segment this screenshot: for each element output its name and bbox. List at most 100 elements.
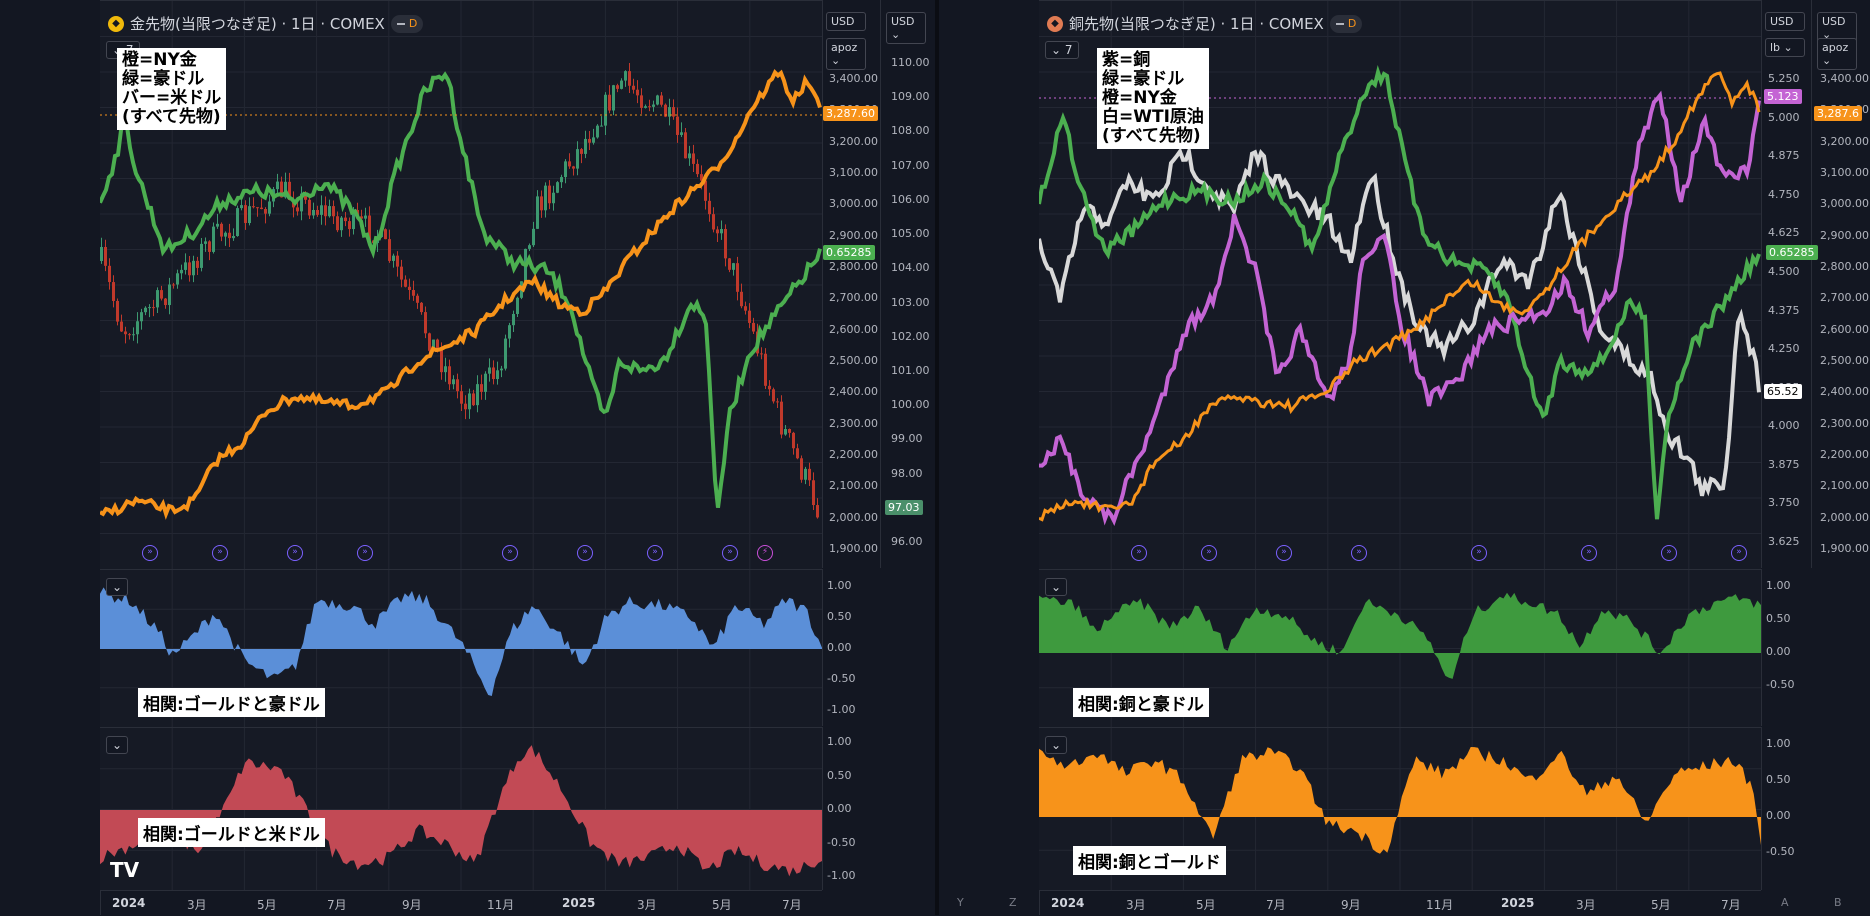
dxy-candle <box>176 273 179 285</box>
event-marker-icon[interactable]: » <box>212 545 228 561</box>
gold-chart-panel[interactable]: ◆ 金先物(当限つなぎ足) · 1日 · COMEX D ⌄ 7 橙=NY金 緑… <box>0 0 935 915</box>
dxy-candle <box>432 339 435 351</box>
gold-price-scale[interactable]: USD apoz ⌄ 3,400.003,300.003,200.003,100… <box>822 0 881 568</box>
dxy-price-scale[interactable]: USD ⌄ 110.00 109.00 108.00 107.00 106.00 105.… <box>880 0 936 568</box>
dxy-candle <box>540 196 543 211</box>
copper-time-axis[interactable]: 2024 3月 5月 7月 9月 11月 2025 3月 5月 7月 <box>1039 890 1761 916</box>
dxy-candle <box>240 205 243 209</box>
copper-price-tick-4: 4.625 <box>1768 226 1800 240</box>
dxy-candle <box>716 229 719 234</box>
corner-label-z[interactable]: Z <box>1009 896 1017 909</box>
dxy-candle <box>636 89 639 96</box>
dxy-candle <box>764 353 767 386</box>
dxy-candle <box>420 302 423 313</box>
gold-last-tag-copper: 3,287.6 <box>1814 106 1862 121</box>
corr2-tick-3: -0.50 <box>827 835 856 849</box>
copper-unit-select[interactable]: lb ⌄ <box>1765 38 1805 57</box>
gold-scale-mode-2[interactable]: apoz ⌄ <box>1817 38 1857 70</box>
dxy-candle <box>552 192 555 204</box>
dxy-candle <box>560 177 563 183</box>
event-marker-icon[interactable]: » <box>647 545 663 561</box>
event-marker-icon[interactable]: » <box>1276 545 1292 561</box>
event-marker-icon[interactable]: » <box>1471 545 1487 561</box>
copper-currency-select[interactable]: USD <box>1765 12 1805 31</box>
gold2-price-tick-12: 2,200.00 <box>1820 448 1869 461</box>
event-marker-icon[interactable]: » <box>1731 545 1747 561</box>
dxy-candle <box>704 180 707 201</box>
event-marker-icon[interactable]: » <box>1581 545 1597 561</box>
gold-time-axis[interactable]: 2024 3月 5月 7月 9月 11月 2025 3月 5月 7月 <box>100 890 822 916</box>
month-label-9: 7月 <box>1721 898 1741 912</box>
dxy-candle <box>532 228 535 246</box>
data-delay-badge-copper[interactable]: D <box>1329 14 1363 33</box>
copper-chart-panel[interactable]: ◆ 銅先物(当限つなぎ足) · 1日 · COMEX D ⌄ 7 紫=銅 緑=豪… <box>939 0 1870 915</box>
corr2-tick-4: -1.00 <box>827 869 856 882</box>
aud-last-tag-copper: 0.65285 <box>1766 245 1818 260</box>
dxy-candle <box>200 243 203 268</box>
dxy-candle <box>152 307 155 309</box>
dxy-candle <box>428 333 431 351</box>
currency-select[interactable]: USD <box>826 12 866 31</box>
aud-last-price-tag: 0.65285 <box>823 245 875 260</box>
event-marker-icon[interactable]: » <box>1131 545 1147 561</box>
event-marker-icon[interactable]: » <box>1661 545 1677 561</box>
gold-usd-correlation-pane[interactable]: ⌄ 相関:ゴールドと米ドル TV <box>100 727 822 891</box>
dxy-currency-select[interactable]: USD ⌄ <box>886 12 926 44</box>
dxy-candle <box>412 290 415 296</box>
event-marker-icon[interactable]: » <box>142 545 158 561</box>
dxy-candle <box>444 366 447 373</box>
month-label-7: 3月 <box>1576 898 1596 912</box>
data-delay-badge[interactable]: D <box>390 14 424 33</box>
copper-gold-correlation-pane[interactable]: ⌄ 相関:銅とゴールド <box>1039 727 1761 891</box>
event-marker-icon[interactable]: » <box>287 545 303 561</box>
ccorr2-label: 相関:銅とゴールド <box>1073 846 1226 875</box>
month-label-3: 7月 <box>327 898 347 912</box>
copper-price-tick-0: 5.250 <box>1768 72 1800 85</box>
event-marker-icon[interactable]: » <box>1351 545 1367 561</box>
copper-main-pane[interactable]: ◆ 銅先物(当限つなぎ足) · 1日 · COMEX D ⌄ 7 紫=銅 緑=豪… <box>1039 0 1761 569</box>
event-marker-icon[interactable]: ⚡ <box>757 545 773 561</box>
event-marker-icon[interactable]: » <box>722 545 738 561</box>
gold2-price-tick-14: 2,000.00 <box>1820 510 1869 524</box>
gold2-price-tick-6: 2,800.00 <box>1820 260 1869 273</box>
dxy-candle <box>528 245 531 249</box>
scale-mode-select[interactable]: apoz ⌄ <box>826 38 866 70</box>
event-marker-icon[interactable]: » <box>1201 545 1217 561</box>
pane-collapse-button[interactable]: ⌄ <box>106 578 129 596</box>
dxy-candle <box>104 247 107 266</box>
dxy-candle <box>384 229 387 240</box>
event-marker-icon[interactable]: » <box>502 545 518 561</box>
event-marker-icon[interactable]: » <box>577 545 593 561</box>
copper-aud-correlation-pane[interactable]: ⌄ 相関:銅と豪ドル <box>1039 569 1761 727</box>
dxy-candle <box>608 94 611 111</box>
dxy-candle <box>640 95 643 108</box>
gold-aud-correlation-pane[interactable]: ⌄ 相関:ゴールドと豪ドル <box>100 569 822 727</box>
dxy-candle <box>808 468 811 481</box>
corr1-tick-1: 0.50 <box>827 610 852 623</box>
pane-collapse-button-c2[interactable]: ⌄ <box>1045 736 1068 754</box>
pane-collapse-button-c1[interactable]: ⌄ <box>1045 578 1068 596</box>
gold-main-pane[interactable]: ◆ 金先物(当限つなぎ足) · 1日 · COMEX D ⌄ 7 橙=NY金 緑… <box>100 0 822 569</box>
dxy-candle <box>284 181 287 198</box>
gold-price-tick-12: 2,200.00 <box>829 448 878 461</box>
corner-label-y[interactable]: Y <box>957 896 964 909</box>
corr1-tick-4: -1.00 <box>827 703 856 716</box>
dxy-candle <box>196 260 199 268</box>
panel-divider[interactable] <box>935 0 939 915</box>
dxy-candle <box>224 232 227 237</box>
dxy-candle <box>652 104 655 107</box>
copper-chart-title[interactable]: ◆ 銅先物(当限つなぎ足) · 1日 · COMEX D <box>1047 13 1363 34</box>
copper-gold-scale[interactable]: USD ⌄ apoz ⌄ 3,400.003,300.003,200.003,1… <box>1766 0 1870 568</box>
dxy-candle <box>180 269 183 274</box>
dxy-candle <box>804 468 807 480</box>
corner-label-a[interactable]: A <box>1781 896 1789 909</box>
gold-chart-title[interactable]: ◆ 金先物(当限つなぎ足) · 1日 · COMEX D <box>108 13 424 34</box>
event-marker-icon[interactable]: » <box>357 545 373 561</box>
dxy-candle <box>352 209 355 230</box>
gold-price-tick-14: 2,000.00 <box>829 510 878 524</box>
legend-toggle-button-copper[interactable]: ⌄ 7 <box>1045 41 1079 59</box>
pane-collapse-button-2[interactable]: ⌄ <box>106 736 129 754</box>
corner-label-b[interactable]: B <box>1834 896 1842 909</box>
copper-price-scale[interactable]: USD lb ⌄ 5.250 5.000 4.875 4.750 4.625 4.500 4… <box>1761 0 1812 568</box>
ccorr1-svg <box>1039 570 1761 727</box>
